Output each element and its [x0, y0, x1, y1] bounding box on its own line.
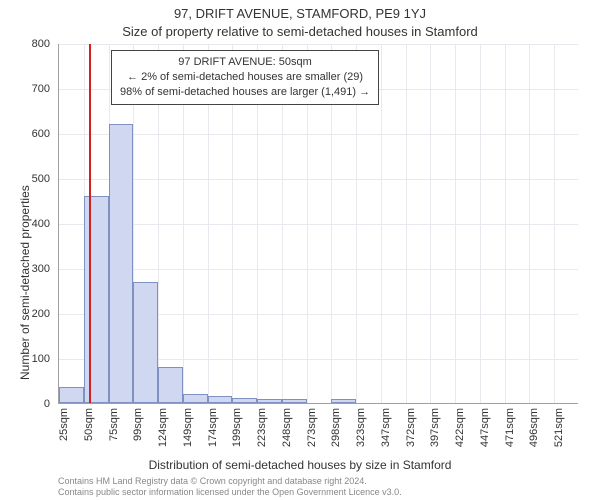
x-tick-label: 174sqm — [207, 408, 219, 458]
x-axis-label: Distribution of semi-detached houses by … — [0, 458, 600, 472]
y-tick-label: 300 — [0, 263, 50, 275]
x-tick-label: 75sqm — [108, 408, 120, 458]
histogram-bar — [282, 399, 307, 404]
x-tick-label: 99sqm — [132, 408, 144, 458]
x-tick-label: 372sqm — [405, 408, 417, 458]
histogram-bar — [331, 399, 356, 404]
info-box-line: 97 DRIFT AVENUE: 50sqm — [120, 55, 370, 70]
gridline-v — [455, 44, 456, 403]
plot-area: 97 DRIFT AVENUE: 50sqm← 2% of semi-detac… — [58, 44, 578, 404]
chart-container: 97, DRIFT AVENUE, STAMFORD, PE9 1YJ Size… — [0, 0, 600, 500]
x-tick-label: 521sqm — [553, 408, 565, 458]
histogram-bar — [59, 387, 84, 403]
x-tick-label: 447sqm — [479, 408, 491, 458]
y-tick-label: 100 — [0, 353, 50, 365]
x-tick-label: 298sqm — [330, 408, 342, 458]
gridline-v — [505, 44, 506, 403]
gridline-v — [480, 44, 481, 403]
footer-attribution: Contains HM Land Registry data © Crown c… — [58, 476, 402, 499]
histogram-bar — [158, 367, 183, 403]
property-marker-line — [89, 44, 91, 403]
info-box-line: ← 2% of semi-detached houses are smaller… — [120, 70, 370, 85]
property-info-box: 97 DRIFT AVENUE: 50sqm← 2% of semi-detac… — [111, 50, 379, 105]
y-axis-label: Number of semi-detached properties — [18, 185, 32, 380]
footer-line1: Contains HM Land Registry data © Crown c… — [58, 476, 402, 487]
x-tick-label: 347sqm — [380, 408, 392, 458]
histogram-bar — [208, 396, 233, 403]
gridline-h — [59, 134, 578, 135]
chart-title-line1: 97, DRIFT AVENUE, STAMFORD, PE9 1YJ — [0, 6, 600, 21]
histogram-bar — [257, 399, 282, 403]
histogram-bar — [232, 398, 257, 403]
gridline-v — [430, 44, 431, 403]
histogram-bar — [109, 124, 134, 403]
gridline-v — [554, 44, 555, 403]
x-tick-label: 124sqm — [157, 408, 169, 458]
x-tick-label: 471sqm — [504, 408, 516, 458]
y-tick-label: 500 — [0, 173, 50, 185]
footer-line2: Contains public sector information licen… — [58, 487, 402, 498]
y-tick-label: 0 — [0, 398, 50, 410]
x-tick-label: 397sqm — [429, 408, 441, 458]
gridline-h — [59, 44, 578, 45]
histogram-bar — [133, 282, 158, 404]
y-tick-label: 700 — [0, 83, 50, 95]
y-tick-label: 800 — [0, 38, 50, 50]
info-box-line: 98% of semi-detached houses are larger (… — [120, 85, 370, 100]
x-tick-label: 25sqm — [58, 408, 70, 458]
histogram-bar — [183, 394, 208, 403]
gridline-h — [59, 269, 578, 270]
gridline-v — [406, 44, 407, 403]
gridline-h — [59, 179, 578, 180]
x-tick-label: 199sqm — [231, 408, 243, 458]
x-tick-label: 248sqm — [281, 408, 293, 458]
gridline-h — [59, 224, 578, 225]
x-tick-label: 223sqm — [256, 408, 268, 458]
x-tick-label: 422sqm — [454, 408, 466, 458]
x-tick-label: 496sqm — [528, 408, 540, 458]
x-tick-label: 273sqm — [306, 408, 318, 458]
chart-title-line2: Size of property relative to semi-detach… — [0, 24, 600, 39]
y-tick-label: 600 — [0, 128, 50, 140]
x-tick-label: 323sqm — [355, 408, 367, 458]
y-tick-label: 200 — [0, 308, 50, 320]
y-tick-label: 400 — [0, 218, 50, 230]
histogram-bar — [84, 196, 109, 403]
x-tick-label: 149sqm — [182, 408, 194, 458]
x-tick-label: 50sqm — [83, 408, 95, 458]
gridline-v — [381, 44, 382, 403]
gridline-v — [529, 44, 530, 403]
